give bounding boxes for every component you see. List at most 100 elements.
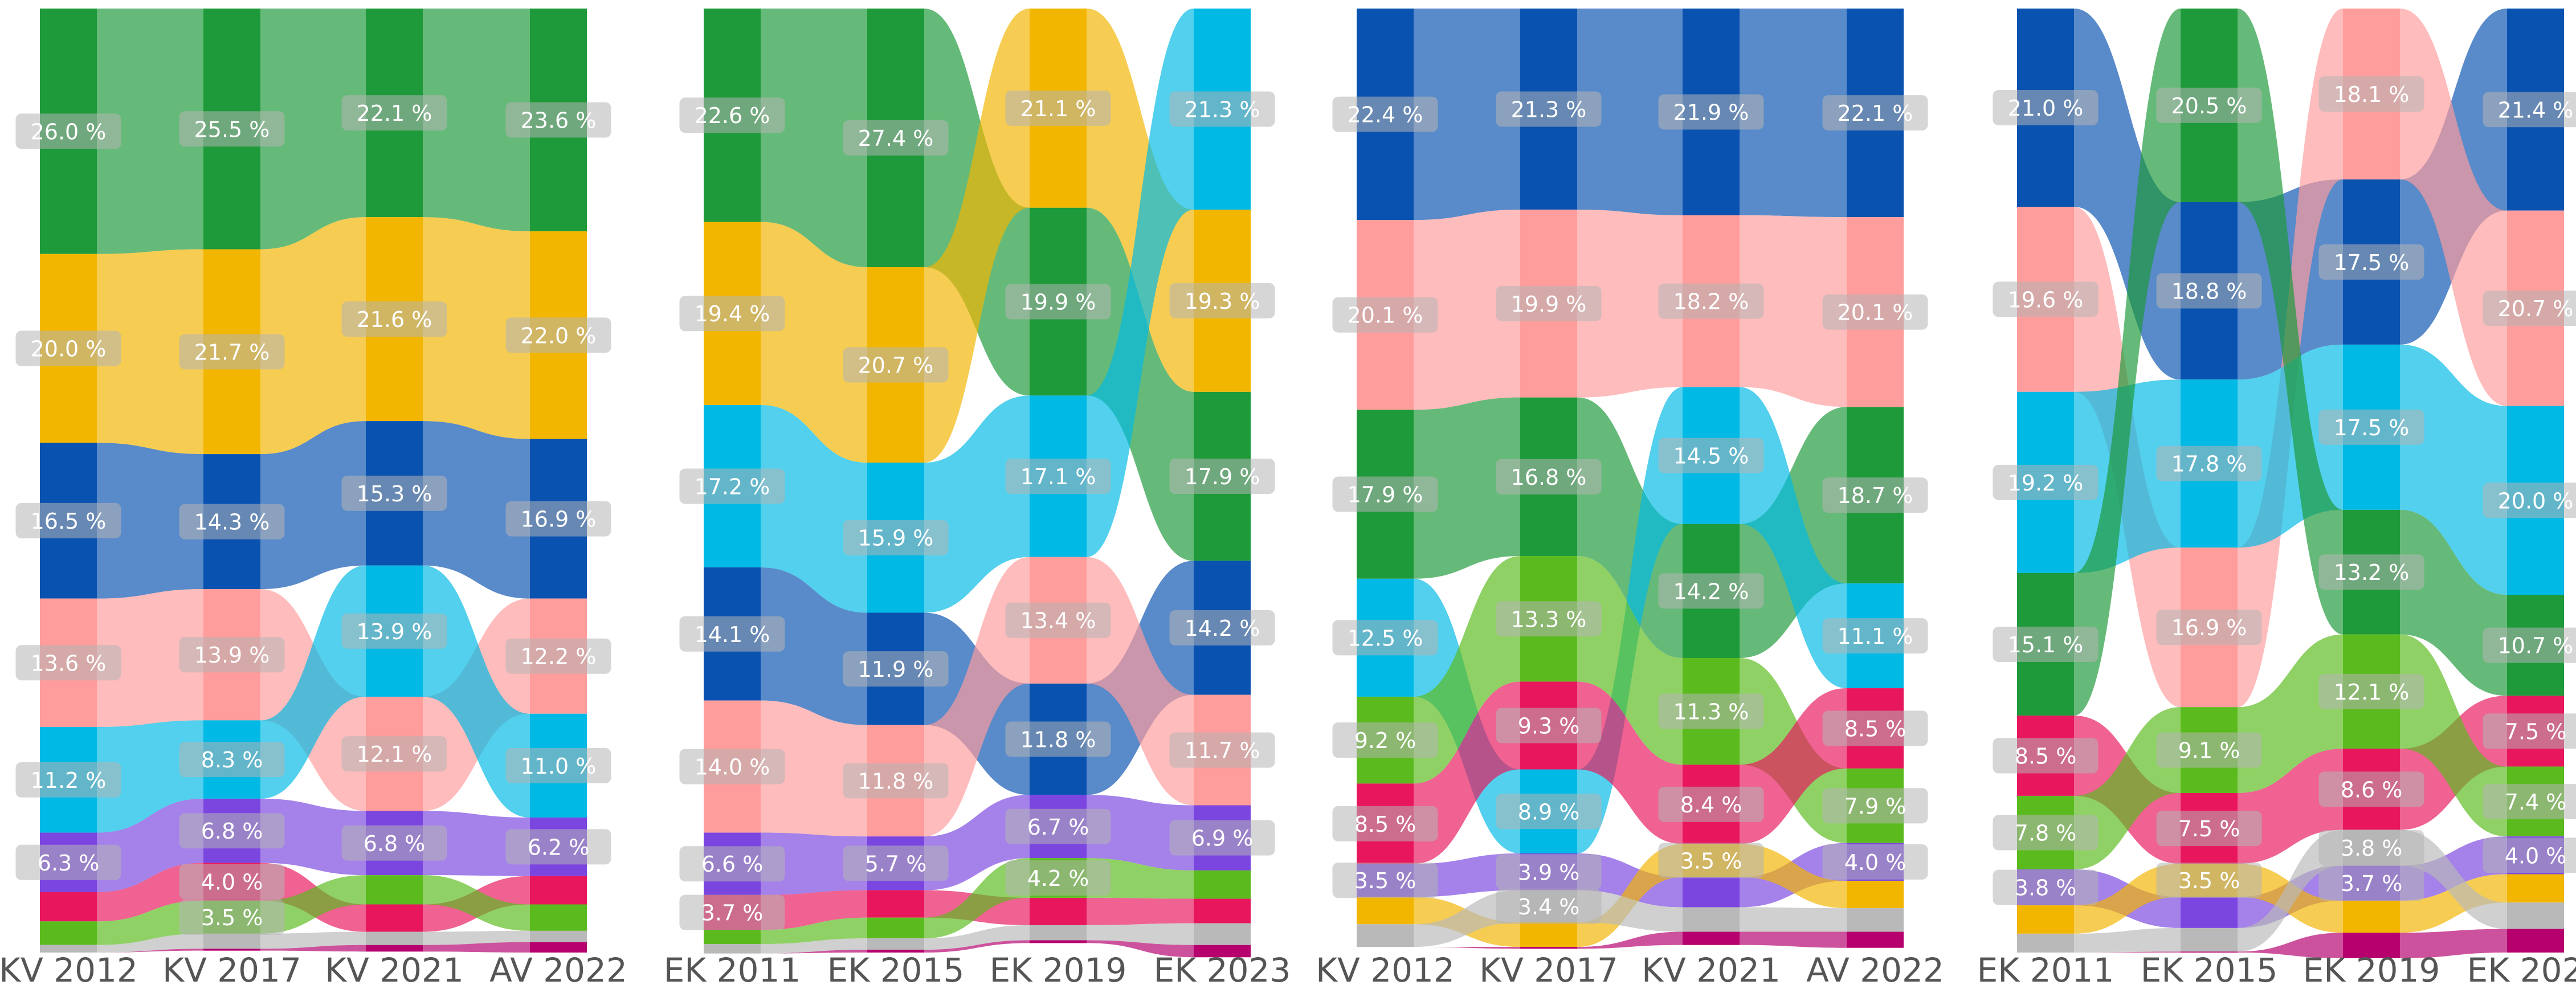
value-label-bg	[505, 317, 611, 353]
value-label-bg	[2318, 554, 2424, 590]
value-label-bg	[679, 468, 785, 504]
value-label: 16.5 %	[31, 509, 107, 534]
value-label-bg	[2156, 863, 2262, 898]
value-label: 20.5 %	[2171, 93, 2247, 118]
value-label: 13.6 %	[31, 651, 107, 676]
flow-layer	[2074, 9, 2507, 958]
value-label: 27.4 %	[858, 126, 934, 151]
value-label-bg	[2156, 610, 2262, 645]
series-flow	[1740, 688, 1847, 844]
value-label: 7.5 %	[2178, 816, 2240, 841]
value-label-bg	[1822, 710, 1928, 746]
series-flow	[761, 917, 867, 945]
value-label-bg	[15, 844, 121, 880]
value-label-bg	[341, 736, 447, 772]
flow-layer	[761, 9, 1194, 958]
bar-segment	[2181, 897, 2238, 928]
value-label-bg	[1332, 806, 1438, 841]
value-label: 13.4 %	[1020, 608, 1096, 634]
value-label-bg	[2318, 244, 2424, 280]
series-flow	[97, 863, 203, 922]
value-label-bg	[1822, 294, 1928, 330]
series-flow	[260, 217, 366, 455]
value-label: 6.3 %	[38, 851, 100, 876]
series-flow	[1414, 890, 1520, 947]
series-flow	[97, 443, 203, 599]
category-tick-label: KV 2012	[1316, 951, 1455, 989]
value-label: 11.7 %	[1185, 738, 1260, 763]
value-label-bg	[179, 899, 285, 935]
value-label: 13.2 %	[2334, 560, 2410, 585]
value-label: 21.0 %	[2008, 96, 2084, 121]
series-flow	[1414, 9, 1520, 220]
series-flow	[97, 798, 203, 892]
value-label-bg	[1169, 610, 1275, 645]
value-label-bg	[1822, 844, 1928, 880]
value-label: 7.8 %	[2015, 821, 2077, 846]
value-label-bg	[2156, 811, 2262, 847]
series-flow	[1414, 556, 1520, 784]
value-label-bg	[505, 638, 611, 674]
category-tick-label: EK 2015	[827, 951, 965, 989]
value-label: 3.5 %	[2178, 868, 2240, 893]
category-tick-label: AV 2022	[489, 951, 627, 989]
chart-panel-4: 21.0 % 18.8 % 17.5 % 21.4 % 19.6 % 16.9 % 18.1…	[1977, 9, 2576, 989]
value-label-bg	[843, 763, 949, 799]
value-label: 17.5 %	[2334, 250, 2410, 275]
bar-segment	[1847, 931, 1904, 948]
value-label: 7.4 %	[2505, 790, 2567, 815]
value-label-bg	[1496, 888, 1602, 924]
series-flow	[97, 933, 203, 953]
category-tick-label: EK 2011	[664, 951, 801, 989]
value-label-bg	[1169, 732, 1275, 768]
value-label-bg	[1005, 808, 1111, 844]
bar-segment	[40, 892, 97, 922]
series-flow	[761, 950, 867, 954]
value-label: 9.2 %	[1354, 728, 1416, 753]
value-label-bg	[1658, 283, 1764, 319]
bar-segment	[203, 933, 260, 949]
bar-segment	[1194, 923, 1251, 945]
value-label: 20.7 %	[858, 353, 934, 378]
value-label: 8.5 %	[2015, 744, 2077, 769]
series-flow	[761, 222, 867, 463]
label-layer: 26.0 % 25.5 % 22.1 % 23.6 % 20.0 % 21.7 % 21.6…	[15, 95, 611, 935]
value-label-bg	[15, 113, 121, 149]
value-label: 6.9 %	[1191, 826, 1254, 851]
bar-segment	[203, 949, 260, 951]
value-label-bg	[2318, 830, 2424, 866]
series-flow	[924, 940, 1030, 953]
value-label: 21.3 %	[1185, 97, 1260, 122]
category-tick-label: KV 2012	[0, 951, 138, 989]
value-label: 11.8 %	[858, 769, 934, 794]
value-label: 3.8 %	[2015, 876, 2077, 901]
value-label: 11.1 %	[1838, 624, 1913, 649]
value-label-bg	[341, 301, 447, 337]
series-flow	[260, 798, 366, 876]
series-flow	[1414, 947, 1520, 949]
value-label: 3.5 %	[1680, 848, 1742, 873]
category-tick-label: EK 2019	[2303, 951, 2440, 989]
value-label-bg	[15, 762, 121, 798]
value-label-bg	[179, 813, 285, 849]
series-flow	[924, 795, 1030, 890]
value-label: 11.3 %	[1673, 700, 1749, 725]
value-label-bg	[843, 120, 949, 156]
value-label-bg	[15, 645, 121, 681]
series-flow	[1577, 209, 1683, 398]
value-label: 15.9 %	[858, 526, 934, 551]
series-flow	[1740, 9, 1847, 218]
value-label-bg	[1658, 573, 1764, 609]
value-label: 17.2 %	[695, 474, 770, 499]
value-label-bg	[1658, 94, 1764, 130]
value-label-bg	[2156, 87, 2262, 123]
series-flow	[1577, 9, 1683, 215]
bar-segment	[1194, 870, 1251, 899]
series-flow	[1414, 853, 1520, 897]
series-flow	[761, 567, 867, 725]
value-label-bg	[341, 613, 447, 649]
value-label-bg	[1496, 708, 1602, 743]
series-flow	[2238, 9, 2343, 635]
value-label: 6.8 %	[201, 819, 263, 844]
value-label-bg	[1005, 860, 1111, 896]
